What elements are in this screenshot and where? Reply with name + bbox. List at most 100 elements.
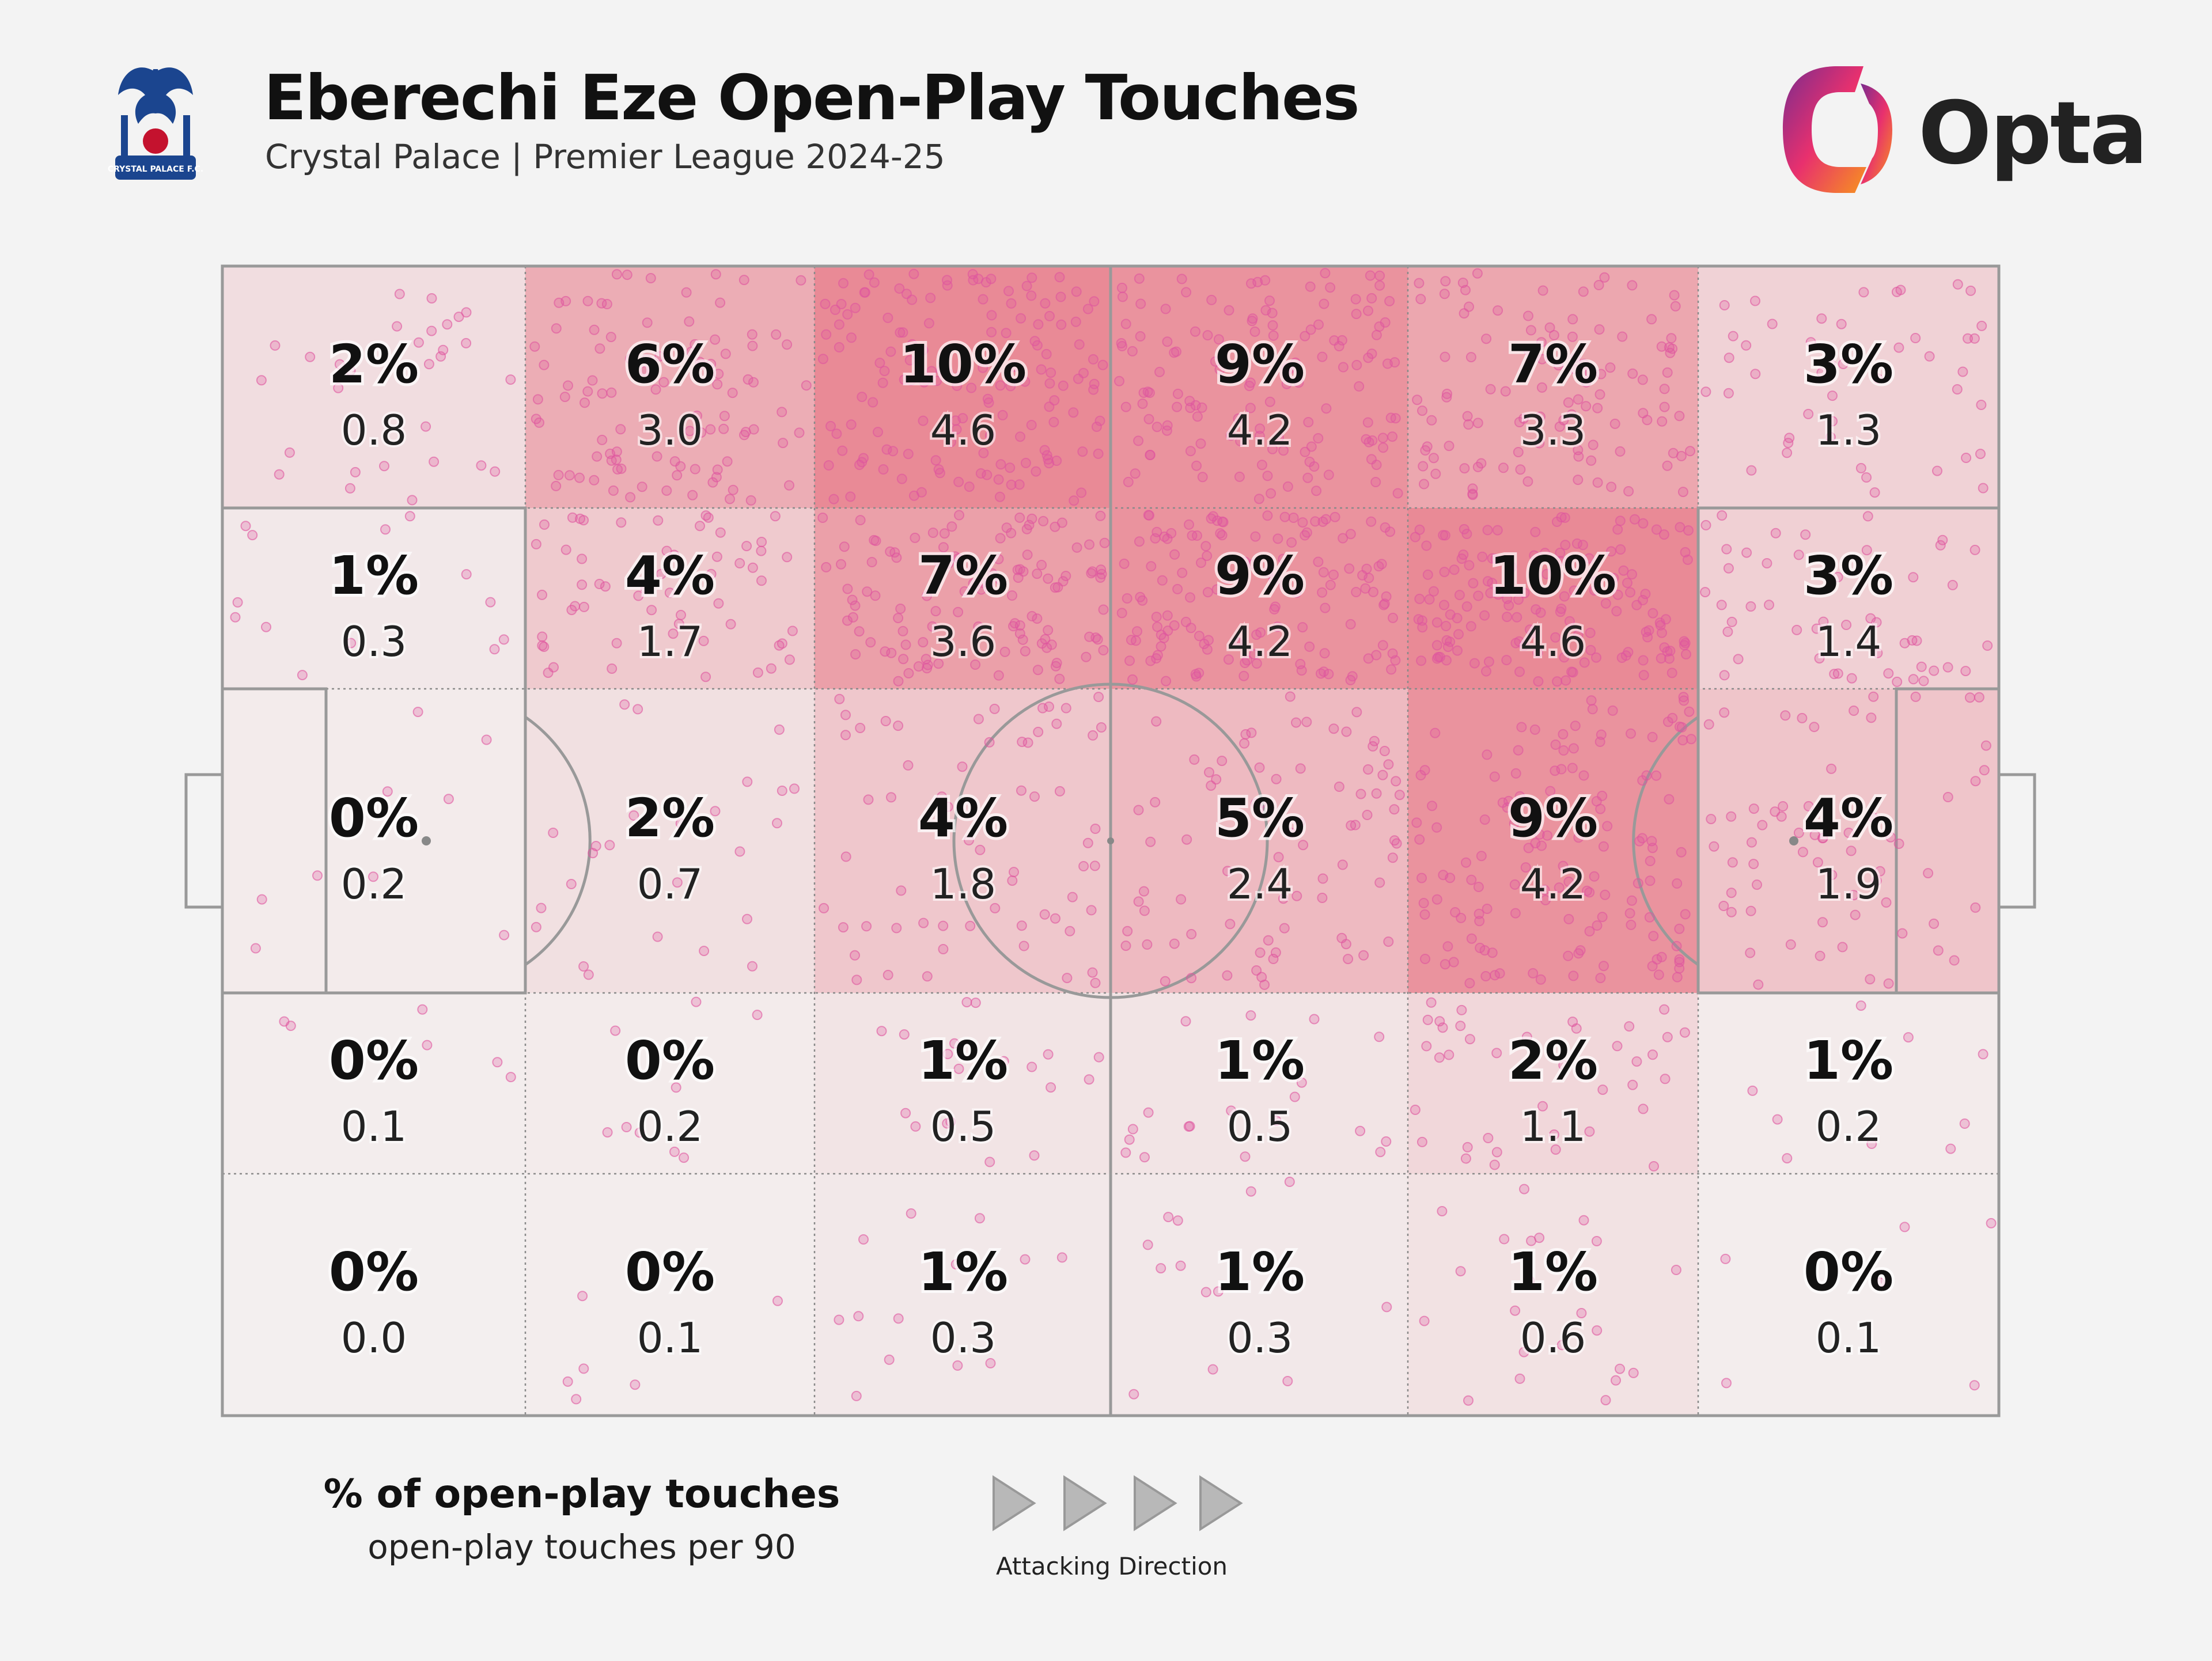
touch-dot	[1194, 631, 1205, 642]
touch-dot	[597, 388, 608, 399]
touch-dot	[1536, 337, 1547, 348]
touch-dot	[1095, 510, 1106, 521]
touch-dot	[1206, 780, 1217, 791]
touch-dot	[1567, 314, 1578, 325]
touch-dot	[903, 449, 914, 460]
touch-dot	[1627, 569, 1637, 580]
touch-dot	[910, 532, 921, 543]
touch-dot	[1659, 384, 1670, 395]
zone-pct-r5-c5: 1%	[1508, 1241, 1598, 1303]
touch-dot	[1518, 413, 1529, 424]
touch-dot	[1656, 951, 1667, 962]
touch-dot	[1020, 457, 1031, 468]
zone-pct-r2-c4: 9%	[1215, 545, 1305, 606]
touch-dot	[1137, 399, 1148, 409]
touch-dot	[1767, 318, 1778, 329]
touch-dot	[1096, 564, 1107, 575]
touch-dot	[1513, 594, 1524, 605]
touch-dot	[1525, 325, 1536, 336]
touch-dot	[1262, 510, 1273, 521]
touch-dot	[1721, 544, 1732, 555]
touch-dot	[1724, 352, 1734, 363]
touch-dot	[1157, 575, 1168, 586]
touch-dot	[1191, 460, 1202, 471]
touch-dot	[529, 341, 540, 352]
touch-dot	[1387, 648, 1398, 659]
touch-dot	[899, 1029, 910, 1040]
touch-dot	[1123, 476, 1134, 487]
touch-dot	[1027, 272, 1037, 283]
touch-dot	[1246, 278, 1256, 289]
touch-dot	[1087, 967, 1098, 978]
touch-dot	[1132, 626, 1142, 637]
touch-dot	[1615, 446, 1626, 457]
touch-dot	[825, 420, 836, 431]
touch-dot	[987, 568, 998, 579]
touch-dot	[1591, 1236, 1602, 1246]
touch-dot	[886, 792, 896, 803]
touch-dot	[1426, 997, 1437, 1008]
touch-dot	[1566, 409, 1577, 420]
zone-per90-r2-c3: 3.6	[930, 617, 997, 666]
touch-dot	[1662, 367, 1673, 378]
touch-dot	[1858, 287, 1869, 298]
touch-dot	[1291, 587, 1302, 598]
touch-dot	[1262, 471, 1273, 481]
touch-dot	[711, 472, 722, 483]
touch-dot	[1245, 403, 1256, 414]
touch-dot	[1266, 488, 1277, 499]
touch-dot	[1491, 1147, 1502, 1158]
touch-dot	[1347, 671, 1358, 682]
touch-dot	[684, 426, 695, 437]
touch-dot	[1814, 653, 1825, 664]
touch-dot	[1084, 631, 1095, 642]
touch-dot	[1139, 1152, 1150, 1163]
touch-dot	[1482, 576, 1493, 587]
touch-dot	[1279, 511, 1290, 522]
touch-dot	[1204, 767, 1214, 778]
touch-dot	[1916, 661, 1927, 672]
touch-dot	[1563, 397, 1574, 408]
touch-dot	[1388, 612, 1398, 623]
touch-dot	[621, 1122, 632, 1132]
touch-dot	[1018, 566, 1029, 577]
touch-dot	[1825, 432, 1836, 442]
touch-dot	[1281, 378, 1292, 389]
touch-dot	[1032, 340, 1043, 351]
touch-dot	[1098, 604, 1109, 615]
touch-dot	[898, 654, 909, 665]
touch-dot	[966, 382, 977, 393]
touch-dot	[817, 513, 828, 523]
touch-dot	[1217, 756, 1228, 767]
touch-dot	[1090, 824, 1101, 834]
touch-dot	[1273, 852, 1284, 863]
touch-dot	[1345, 619, 1356, 629]
touch-dot	[1605, 362, 1616, 373]
touch-dot	[537, 631, 548, 642]
touch-dot	[1481, 333, 1492, 344]
touch-dot	[1602, 821, 1613, 832]
touch-dot	[1638, 408, 1649, 419]
touch-dot	[1674, 923, 1685, 934]
touch-dot	[1717, 510, 1728, 521]
touch-dot	[1677, 735, 1688, 746]
touch-dot	[1256, 460, 1267, 471]
touch-dot	[1378, 600, 1389, 610]
touch-dot	[1647, 608, 1658, 619]
touch-dot	[284, 447, 295, 458]
touch-dot	[1513, 745, 1524, 756]
touch-dot	[1700, 386, 1711, 397]
touch-dot	[984, 1156, 995, 1167]
touch-dot	[1793, 828, 1804, 838]
touch-dot	[901, 289, 912, 299]
touch-dot	[587, 375, 598, 386]
touch-dot	[882, 312, 893, 323]
touch-dot	[1569, 585, 1580, 596]
touch-dot	[350, 467, 361, 477]
touch-dot	[1480, 971, 1491, 981]
touch-dot	[897, 327, 908, 338]
touch-dot	[1377, 640, 1388, 651]
zone-r4-c4	[1112, 993, 1408, 1174]
touch-dot	[1627, 280, 1638, 291]
touch-dot	[1202, 587, 1213, 598]
